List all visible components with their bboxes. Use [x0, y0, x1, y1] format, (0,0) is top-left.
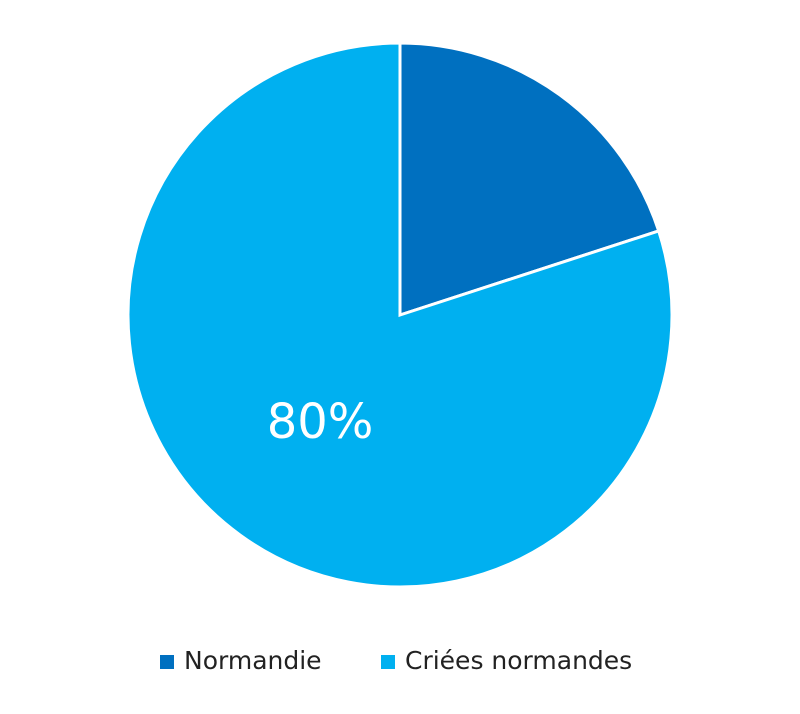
legend-swatch	[381, 655, 395, 669]
legend-swatch	[160, 655, 174, 669]
pie-slice	[398, 41, 661, 318]
legend-text: Normandie	[184, 646, 322, 675]
slice-label: 80%	[267, 394, 374, 450]
pie-slice	[126, 41, 674, 589]
legend-text: Criées normandes	[405, 646, 632, 675]
